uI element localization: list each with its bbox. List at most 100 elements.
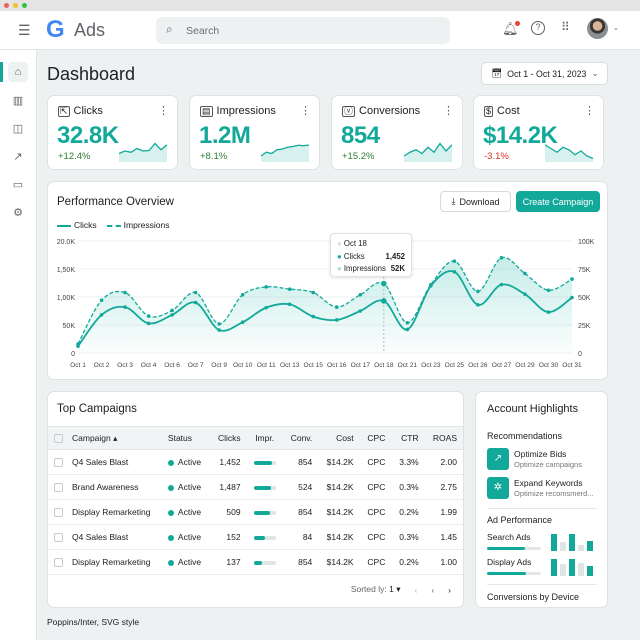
x-tick-label: Oct 13 (280, 362, 300, 369)
impressions-point (358, 292, 363, 297)
column-header[interactable]: Conv. (282, 426, 319, 450)
kpi-title: ⓥ Conversions (342, 105, 420, 117)
cost-cell: $14.2K (318, 474, 360, 500)
prev-page-button[interactable]: ‹ (431, 584, 435, 595)
sparkline-area (119, 143, 167, 162)
apps-grid-icon[interactable]: ⠿ (561, 20, 570, 34)
legend-clicks[interactable]: Clicks (57, 220, 97, 230)
impressions-point (429, 282, 433, 287)
campaign-name[interactable]: Brand Awareness (66, 474, 162, 500)
sorted-select[interactable]: 1 ▾ (389, 584, 401, 594)
column-header[interactable]: ROAS (424, 426, 463, 450)
impressions-point (193, 290, 198, 295)
menu-icon[interactable]: ☰ (18, 22, 31, 38)
next-page-button[interactable]: › (448, 584, 451, 595)
recommendation-item[interactable]: ↗ Optimize Bids Optimize campaigns (487, 448, 602, 472)
ad-performance-title: Ad Performance (487, 515, 553, 525)
google-logo[interactable]: G (46, 16, 65, 43)
sidebar-item-home[interactable]: ⌂ (0, 62, 28, 82)
clicks-point (499, 282, 504, 287)
close-window-button[interactable] (4, 3, 9, 8)
row-checkbox[interactable] (54, 558, 63, 568)
date-range-picker[interactable]: 📅︎ Oct 1 - Oct 31, 2023 ⌄ (481, 62, 608, 85)
kpi-card-conversions[interactable]: ⓥ Conversions ⋮ 854 +15.2% (331, 95, 463, 170)
sidebar-item-trending-up[interactable]: ↗ (8, 146, 28, 166)
minimize-window-button[interactable] (13, 3, 18, 8)
campaign-name[interactable]: Display Remarketing (66, 499, 162, 525)
cost-cell: $14.2K (318, 449, 360, 475)
row-checkbox[interactable] (54, 458, 63, 468)
settings-icon: ⚙ (13, 206, 23, 219)
conversions-cell: 84 (282, 524, 319, 550)
search-input[interactable]: ⌕ Search (156, 17, 450, 44)
x-tick-label: Oct 26 (468, 362, 488, 369)
sidebar-item-line-chart[interactable]: ◫ (8, 118, 28, 138)
sidebar-item-bar-chart[interactable]: ▥ (8, 90, 28, 110)
conversions-by-device-title: Conversions by Device (487, 592, 580, 602)
kpi-change: +15.2% (342, 151, 375, 162)
create-campaign-button[interactable]: Create Campaign (516, 191, 600, 212)
download-button[interactable]: ⤓ Download (440, 191, 511, 212)
mini-bar-chart (551, 532, 593, 551)
clicks-point (170, 313, 174, 317)
clicks-point (123, 305, 127, 309)
column-header[interactable]: Cost (318, 426, 360, 450)
impressions-bar (246, 474, 283, 500)
more-options-icon[interactable]: ⋮ (158, 105, 169, 117)
tooltip-clicks-label: Clicks (343, 251, 365, 261)
ctr-cell: 0.2% (391, 549, 425, 575)
row-checkbox[interactable] (54, 483, 63, 493)
table-row[interactable]: Brand Awareness Active 1,487 524 $14.2K … (48, 474, 463, 500)
app-title: Ads (74, 20, 106, 40)
column-header[interactable]: Campaign ▴ (66, 426, 162, 450)
recommendation-item[interactable]: ✲ Expand Keywords Optimize recomsmerd... (487, 477, 602, 501)
column-header[interactable]: CPC (359, 426, 392, 450)
kpi-card-clicks[interactable]: ⇱ Clicks ⋮ 32.8K +12.4% (47, 95, 178, 170)
clicks-point (358, 309, 363, 313)
column-header[interactable]: Clicks (209, 426, 247, 450)
sparkline-line (545, 144, 593, 160)
chart-legend: Clicks Impressions (57, 220, 170, 230)
avatar[interactable] (587, 18, 608, 39)
first-page-button[interactable]: ‹ (414, 584, 418, 595)
select-all-checkbox[interactable] (54, 434, 63, 444)
campaign-name[interactable]: Q4 Sales Blast (66, 524, 162, 550)
table-row[interactable]: Display Remarketing Active 509 854 $14.2… (48, 499, 463, 525)
more-options-icon[interactable]: ⋮ (584, 105, 595, 117)
column-header[interactable]: Impr. (246, 426, 283, 450)
kpi-card-cost[interactable]: $ Cost ⋮ $14.2K -3.1% (473, 95, 604, 170)
maximize-window-button[interactable] (22, 3, 27, 8)
x-tick-label: Oct 18 (374, 362, 394, 369)
more-options-icon[interactable]: ⋮ (300, 105, 311, 117)
more-options-icon[interactable]: ⋮ (443, 105, 454, 117)
impressions-bar (246, 449, 283, 475)
kpi-card-impressions[interactable]: ▤ Impressions ⋮ 1.2M +8.1% (189, 95, 320, 170)
status-badge: Active (161, 524, 210, 550)
legend-impressions[interactable]: Impressions (106, 220, 170, 230)
sidebar-item-billing[interactable]: ▭ (8, 174, 28, 194)
roas-cell: 1.00 (424, 549, 463, 575)
conversions-cell: 854 (282, 499, 319, 525)
column-header[interactable]: Status (161, 426, 210, 450)
impressions-point (287, 287, 292, 291)
table-row[interactable]: Display Remarketing Active 137 854 $14.2… (48, 549, 463, 575)
sparkline (545, 144, 593, 162)
table-row[interactable]: Q4 Sales Blast Active 1,452 854 $14.2K C… (48, 449, 463, 475)
top-campaigns-card: Top Campaigns Campaign ▴ Status Clicks Impr… (47, 391, 464, 608)
chevron-down-icon[interactable]: ⌄ (613, 25, 619, 32)
campaign-name[interactable]: Q4 Sales Blast (66, 449, 162, 475)
x-tick-label: Oct 11 (257, 362, 276, 369)
sidebar-item-settings[interactable]: ⚙ (8, 202, 28, 222)
cpc-cell: CPC (359, 524, 392, 550)
help-icon[interactable]: ? (531, 21, 545, 35)
search-placeholder: Search (186, 25, 220, 37)
row-checkbox[interactable] (54, 508, 63, 518)
table-row[interactable]: Q4 Sales Blast Active 152 84 $14.2K CPC … (48, 524, 463, 550)
y-right-tick-label: 100K (578, 239, 595, 246)
column-header[interactable]: CTR (391, 426, 425, 450)
campaign-name[interactable]: Display Remarketing (66, 549, 162, 575)
sparkle-icon: ✲ (487, 477, 509, 499)
notifications-icon[interactable]: 🔔︎ (502, 21, 520, 36)
row-checkbox[interactable] (54, 533, 63, 543)
kpi-title: ▤ Impressions (200, 105, 276, 117)
